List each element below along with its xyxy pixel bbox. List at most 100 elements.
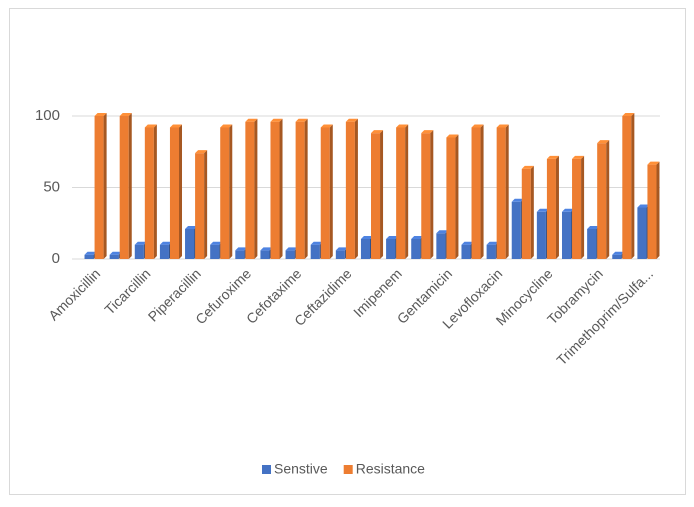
bar <box>360 238 370 259</box>
bar-top <box>421 130 434 134</box>
bar-top <box>471 124 484 128</box>
bar <box>561 211 572 259</box>
bar-side <box>505 124 509 259</box>
bar-side <box>153 124 157 259</box>
bar-side <box>430 130 434 259</box>
bar-top <box>360 235 373 239</box>
bar-top <box>185 225 198 229</box>
bar-top <box>109 251 122 255</box>
bar-side <box>229 124 233 259</box>
bar-side <box>380 130 384 259</box>
bar-top <box>511 198 524 202</box>
bar <box>159 244 169 259</box>
bar-top <box>169 124 183 128</box>
bar <box>396 127 406 259</box>
bar <box>486 244 496 259</box>
bar-side <box>279 118 283 259</box>
bar-top <box>396 124 409 128</box>
bar-side <box>631 113 635 259</box>
bar-side <box>606 140 610 259</box>
bar-top <box>536 208 549 212</box>
bar <box>386 238 396 259</box>
bar <box>310 244 320 259</box>
bar-side <box>405 124 409 259</box>
bar-top <box>647 161 660 165</box>
bar <box>245 121 255 259</box>
bar-top <box>521 165 534 169</box>
bar <box>637 207 647 259</box>
bar <box>295 121 305 259</box>
bar-top <box>546 155 559 159</box>
bar-top <box>235 247 248 251</box>
bar <box>185 228 195 259</box>
bar-top <box>94 113 107 116</box>
y-tick-label: 100 <box>35 107 60 124</box>
bar-top <box>84 251 97 255</box>
bar <box>597 143 607 259</box>
bar <box>109 254 119 259</box>
bar-side <box>530 165 534 259</box>
bar-top <box>612 251 625 255</box>
bar-top <box>436 230 449 234</box>
bar-top <box>496 124 509 128</box>
bar-side <box>329 124 333 259</box>
bar <box>446 137 456 259</box>
y-tick-label: 50 <box>43 178 60 195</box>
bar-top <box>159 241 172 245</box>
bar-top <box>486 241 499 245</box>
bar-top <box>310 241 323 245</box>
legend-swatch <box>262 465 271 474</box>
bar <box>521 168 531 259</box>
bar <box>134 244 144 259</box>
bar-top <box>637 204 650 208</box>
bar-top <box>134 241 147 245</box>
bar-top <box>622 113 635 116</box>
bar-side <box>179 124 183 259</box>
bar <box>647 164 657 259</box>
bar-top <box>446 134 459 138</box>
bar <box>436 233 446 259</box>
bar-top <box>320 124 333 128</box>
bar-side <box>656 161 660 259</box>
bar <box>421 133 431 259</box>
bar-top <box>295 118 308 122</box>
legend-label: Senstive <box>274 461 328 477</box>
bar-top <box>210 241 223 245</box>
bar <box>461 244 471 259</box>
bar-top <box>411 235 424 239</box>
bar-top <box>386 235 399 239</box>
legend-label: Resistance <box>356 461 425 477</box>
bar <box>622 116 632 259</box>
bar-side <box>555 155 559 259</box>
bar-top <box>371 130 384 134</box>
bar-top <box>220 124 233 128</box>
bar <box>471 127 481 259</box>
bar-side <box>128 113 132 259</box>
bar <box>345 121 355 259</box>
bar <box>210 244 220 259</box>
bar-side <box>103 113 107 259</box>
bar-side <box>204 150 208 259</box>
bar-side <box>581 155 585 259</box>
bar-top <box>587 225 600 229</box>
bar <box>612 254 622 259</box>
bar-side <box>455 134 459 259</box>
bar-top <box>285 247 298 251</box>
bar-side <box>254 118 258 259</box>
bar-top <box>345 118 358 122</box>
bar <box>169 127 180 259</box>
bar <box>511 201 521 259</box>
bar-top <box>119 113 132 116</box>
bar <box>220 127 230 259</box>
bar <box>84 254 94 259</box>
bar <box>587 228 597 259</box>
bar <box>270 121 280 259</box>
bar-top <box>270 118 283 122</box>
y-tick-label: 0 <box>52 250 60 267</box>
bar-side <box>480 124 484 259</box>
bar <box>235 250 245 259</box>
bar <box>94 116 104 259</box>
bar-side <box>354 118 358 259</box>
bar-side <box>304 118 308 259</box>
bar <box>572 158 582 259</box>
